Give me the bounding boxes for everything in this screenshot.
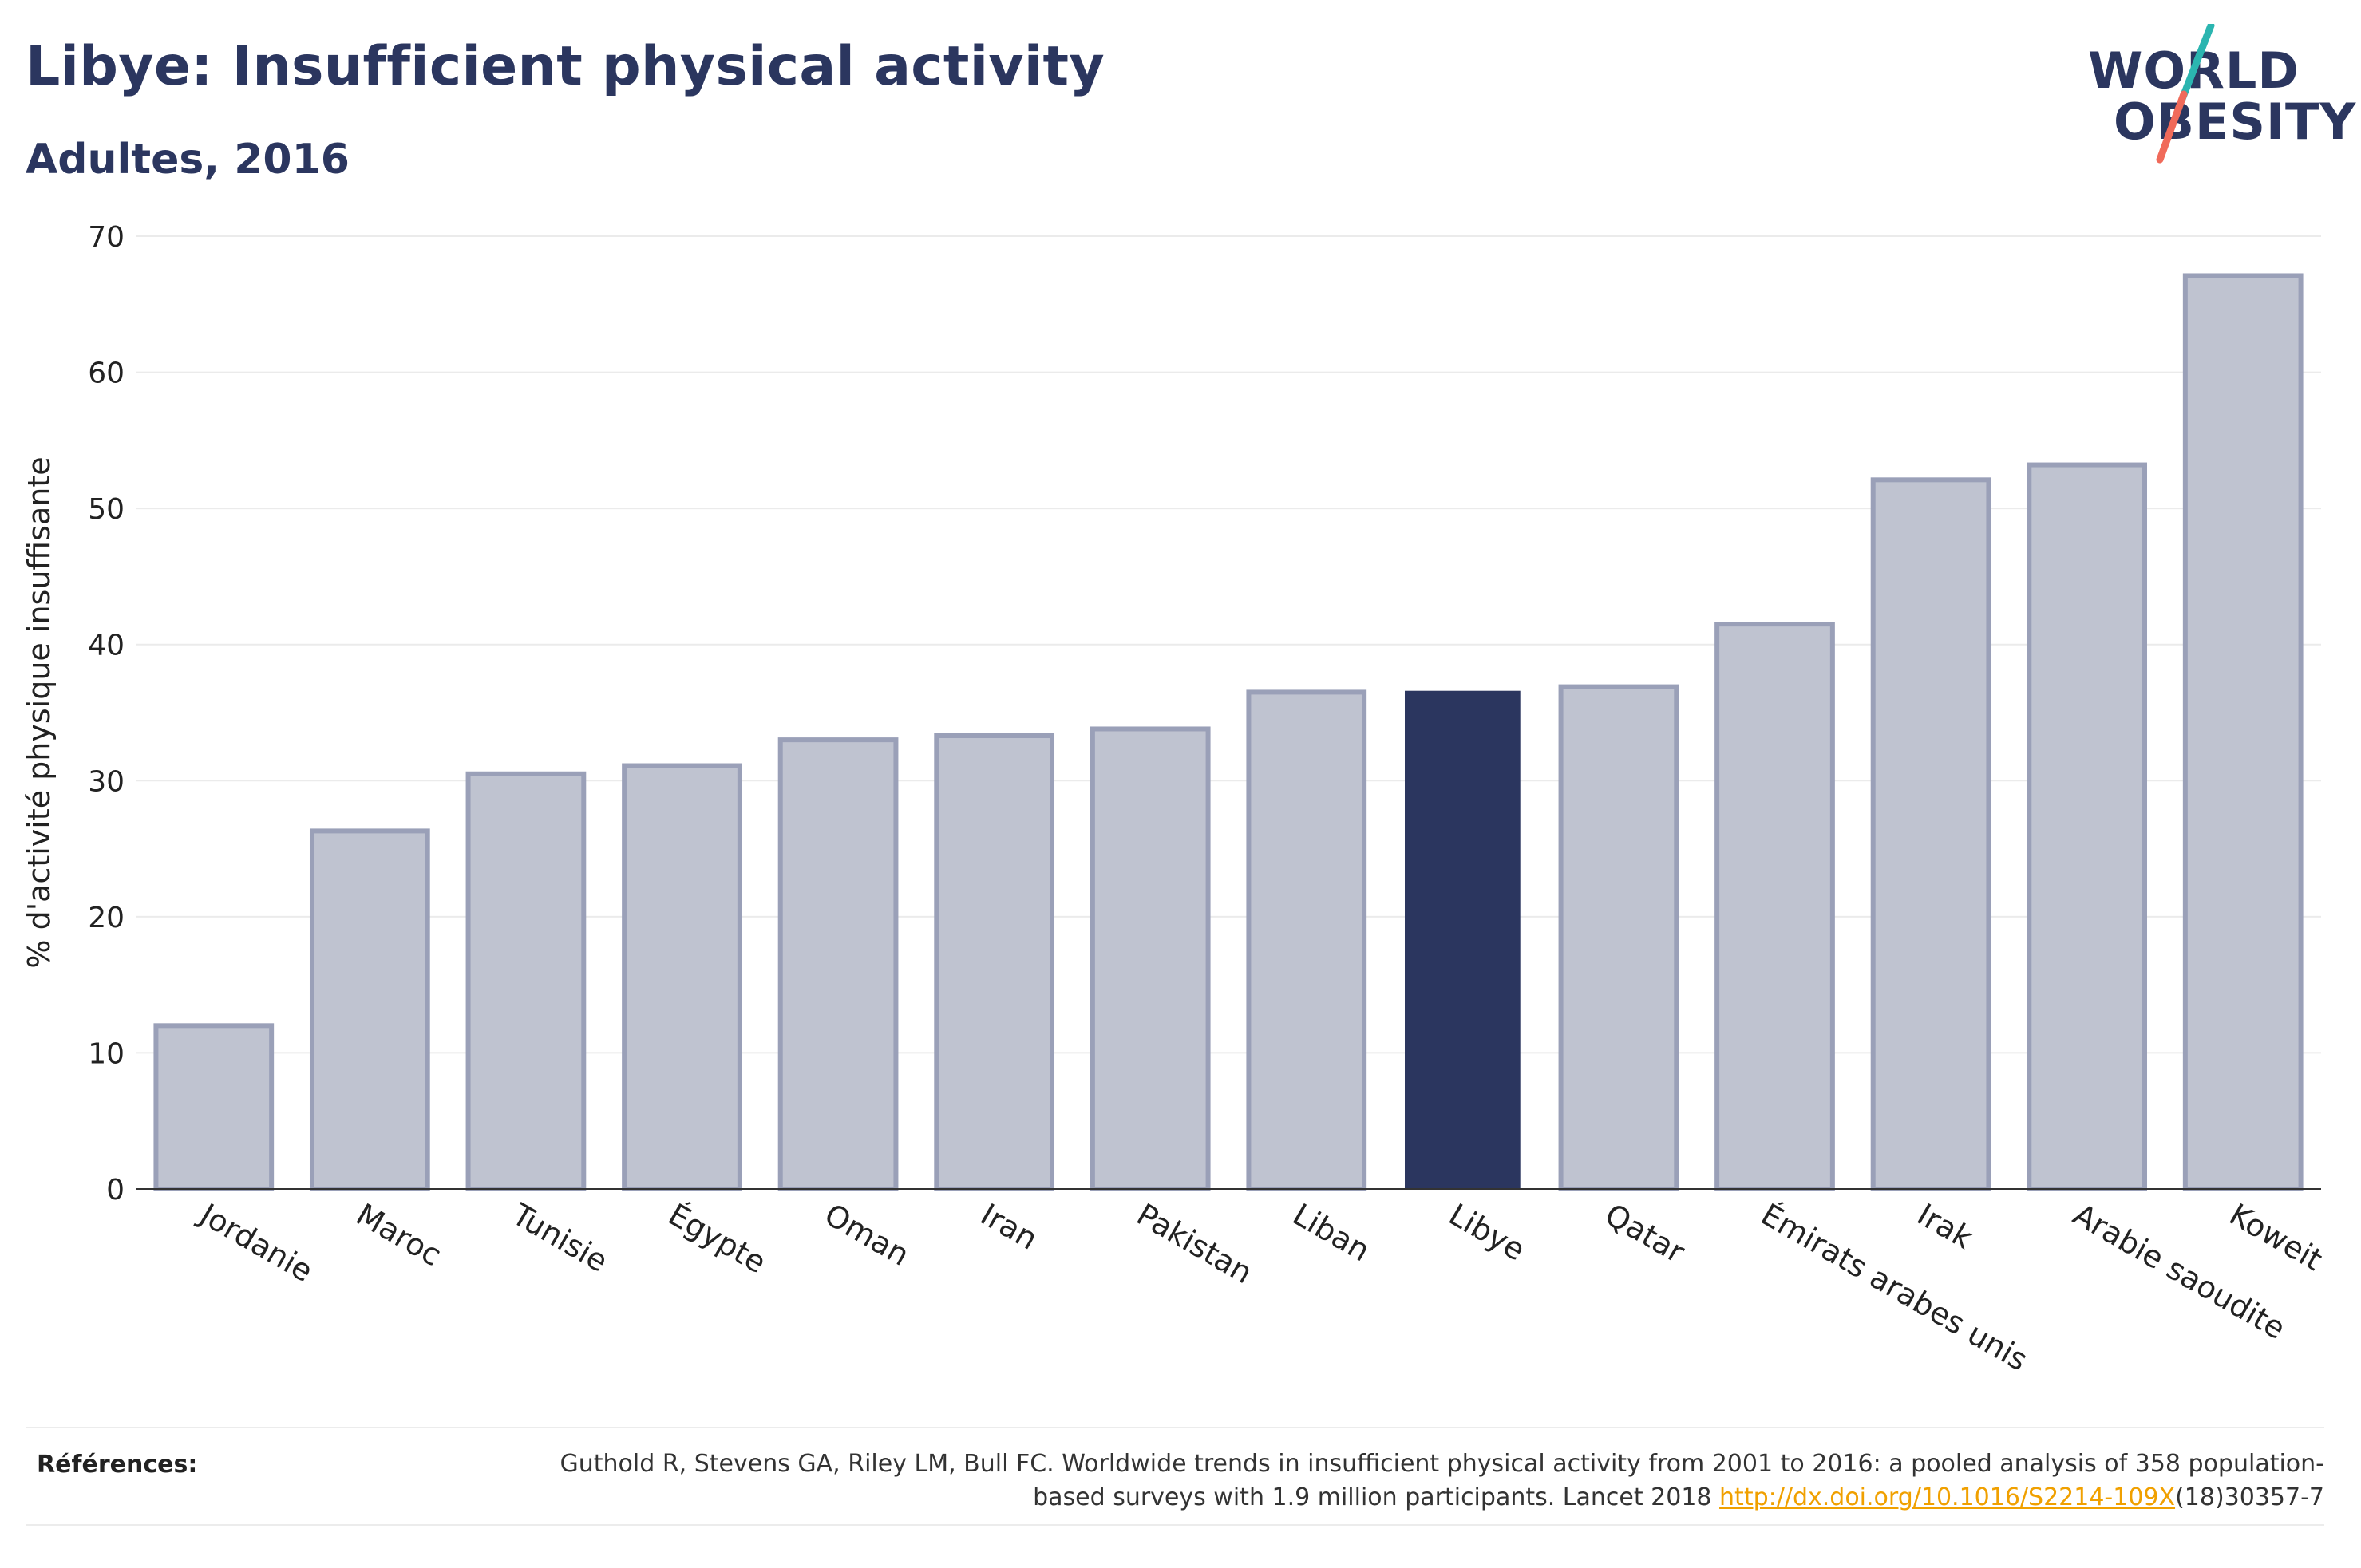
references-citation-end: (18)30357-7	[2175, 1483, 2324, 1511]
y-axis-label: % d'activité physique insuffisante	[22, 456, 57, 968]
bar--gypte	[622, 763, 742, 1191]
bar-libye	[1404, 690, 1521, 1189]
bar-koweit	[2182, 273, 2304, 1192]
x-tick-label: Koweit	[2224, 1197, 2328, 1278]
x-tick-label: Égypte	[662, 1197, 772, 1281]
y-axis-ticks: 0 10 20 30 40 50 60 70	[88, 221, 125, 1207]
y-tick-label: 0	[106, 1174, 125, 1207]
bar-iran	[934, 733, 1055, 1191]
chart-title: Libye: Insufficient physical activity	[26, 35, 1105, 98]
x-tick-label: Liban	[1287, 1197, 1375, 1269]
x-tick-label: Qatar	[1599, 1197, 1691, 1270]
bar-jordanie	[153, 1023, 275, 1192]
grid-lines	[136, 235, 2321, 1054]
x-tick-label: Pakistan	[1131, 1197, 1259, 1291]
x-tick-label: Tunisie	[506, 1196, 614, 1279]
references-top-divider	[26, 1427, 2324, 1428]
y-tick-label: 10	[88, 1037, 125, 1070]
logo-slash-icon	[2156, 24, 2215, 164]
references-bottom-divider	[26, 1524, 2324, 1526]
bar-liban	[1246, 689, 1367, 1191]
y-tick-label: 70	[88, 221, 125, 254]
y-tick-label: 60	[88, 357, 125, 390]
x-tick-label: Émirats arabes unis	[1755, 1197, 2034, 1378]
bar-arabie-saoudite	[2027, 462, 2148, 1191]
bar-maroc	[309, 828, 430, 1191]
y-tick-label: 20	[88, 902, 125, 934]
bar-qatar	[1558, 684, 1679, 1191]
x-tick-label: Jordanie	[193, 1196, 319, 1290]
bars	[153, 273, 2304, 1192]
x-tick-label: Libye	[1443, 1197, 1531, 1268]
bar-pakistan	[1090, 726, 1211, 1191]
x-tick-label: Oman	[819, 1197, 916, 1273]
references-text: Guthold R, Stevens GA, Riley LM, Bull FC…	[488, 1448, 2324, 1515]
x-tick-label: Irak	[1912, 1197, 1979, 1256]
chart-subtitle: Adultes, 2016	[26, 136, 350, 184]
x-tick-label: Maroc	[350, 1197, 448, 1274]
x-axis-ticks: Jordanie Maroc Tunisie Égypte Oman Iran Pakist…	[193, 1196, 2328, 1378]
y-tick-label: 40	[88, 630, 125, 662]
bar-oman	[777, 737, 899, 1191]
references-label: Références:	[37, 1451, 198, 1479]
logo-word-obesity: OBESITY	[2114, 93, 2357, 151]
references-citation: Guthold R, Stevens GA, Riley LM, Bull FC…	[560, 1450, 2324, 1511]
world-obesity-logo: WORLD OBESITY	[2075, 24, 2355, 168]
bar-irak	[1870, 477, 1991, 1191]
bar--mirats-arabes-unis	[1714, 622, 1835, 1191]
bar-tunisie	[465, 771, 587, 1191]
references-doi-link[interactable]: http://dx.doi.org/10.1016/S2214-109X	[1719, 1483, 2176, 1511]
y-tick-label: 30	[88, 765, 125, 798]
y-tick-label: 50	[88, 493, 125, 526]
x-tick-label: Iran	[975, 1197, 1043, 1257]
